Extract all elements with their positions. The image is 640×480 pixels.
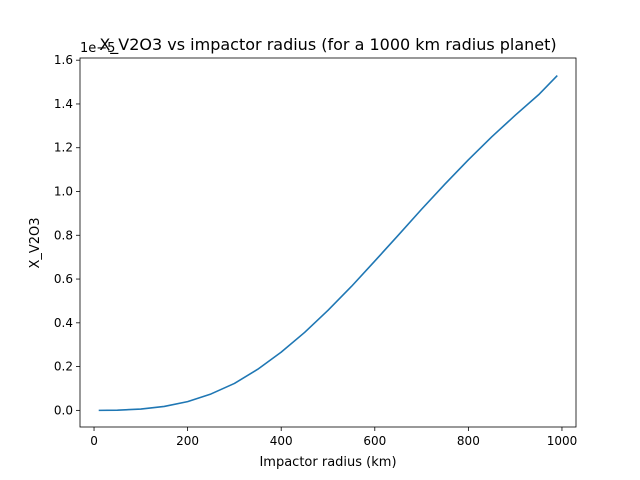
y-tick-label: 0.4	[54, 316, 73, 330]
y-tick-label: 0.2	[54, 360, 73, 374]
x-axis-label: Impactor radius (km)	[259, 455, 396, 470]
chart-title: X_V2O3 vs impactor radius (for a 1000 km…	[99, 35, 556, 55]
y-axis-offset-label: 1e−5	[80, 41, 115, 56]
y-tick-label: 1.0	[54, 185, 73, 199]
x-tick-label: 200	[176, 434, 199, 448]
y-axis-label: X_V2O3	[28, 217, 43, 268]
axes-frame	[79, 57, 577, 428]
x-tick-label: 800	[457, 434, 480, 448]
x-tick-label: 400	[270, 434, 293, 448]
series-line-0	[98, 74, 558, 412]
y-tick-label: 1.6	[54, 53, 73, 67]
x-tick-label: 0	[90, 434, 98, 448]
plot-area: 0 200 400 600 800 1000 0.0 0.2 0.4 0.6 0.8 1.0 1.2 1.…	[54, 53, 577, 448]
y-tick-label: 1.4	[54, 97, 73, 111]
y-tick-label: 1.2	[54, 141, 73, 155]
x-tick-label: 1000	[547, 434, 578, 448]
y-tick-label: 0.6	[54, 272, 73, 286]
y-tick-label: 0.0	[54, 403, 73, 417]
x-tick-label: 600	[363, 434, 386, 448]
y-tick-label: 0.8	[54, 228, 73, 242]
